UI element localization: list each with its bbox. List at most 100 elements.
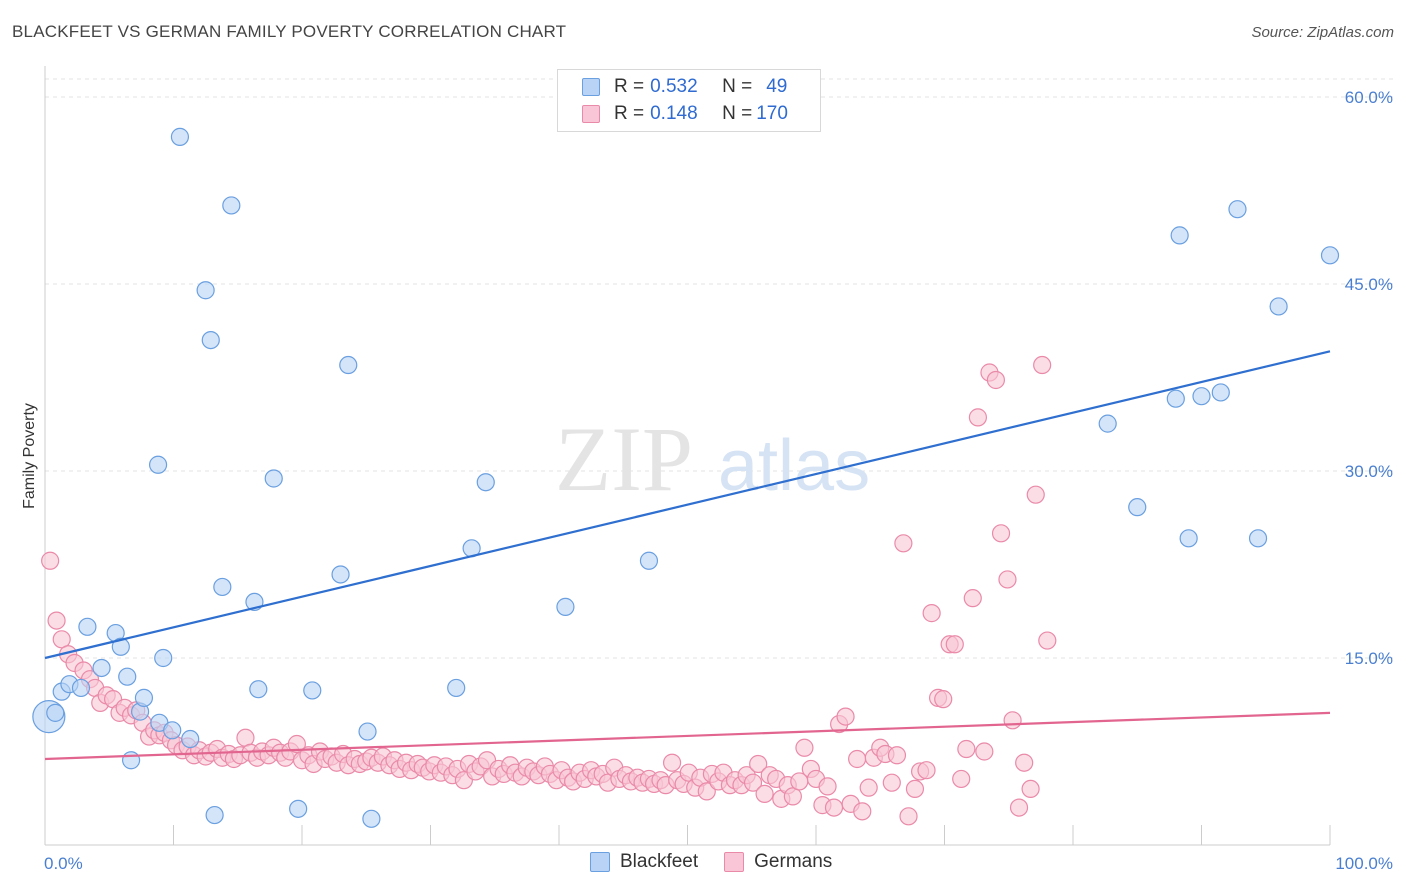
trend-lines bbox=[44, 350, 1331, 761]
germans-point-149 bbox=[905, 779, 925, 799]
germans-point-163 bbox=[986, 370, 1006, 390]
blackfeet-trend-line bbox=[44, 350, 1331, 660]
legend-row-germans: R = 0.148 N = 170 bbox=[582, 102, 788, 126]
blackfeet-point-18 bbox=[181, 729, 200, 749]
germans-point-157 bbox=[952, 769, 971, 789]
germans-point-113 bbox=[697, 782, 716, 801]
blackfeet-point-4 bbox=[71, 678, 91, 698]
blackfeet-point-25 bbox=[249, 680, 268, 699]
germans-point-168 bbox=[1015, 753, 1034, 772]
legend-swatch-blackfeet bbox=[582, 78, 600, 96]
blackfeet-point-26 bbox=[264, 469, 283, 488]
blackfeet-point-12 bbox=[134, 688, 154, 707]
y-tick-label-2: 45.0% bbox=[1345, 275, 1393, 294]
watermark: ZIP atlas bbox=[555, 408, 870, 510]
germans-point-156 bbox=[945, 635, 964, 654]
blackfeet-point-33 bbox=[447, 678, 466, 698]
blackfeet-point-37 bbox=[639, 551, 659, 570]
series-swatch-germans bbox=[724, 852, 745, 872]
germans-point-160 bbox=[968, 408, 988, 427]
germans-point-141 bbox=[859, 778, 878, 797]
blackfeet-point-38 bbox=[1098, 414, 1117, 433]
source-label: Source: ZipAtlas.com bbox=[1251, 24, 1394, 41]
blackfeet-point-22 bbox=[213, 577, 232, 597]
germans-point-165 bbox=[998, 570, 1017, 589]
germans-point-128 bbox=[783, 787, 802, 806]
blackfeet-point-1 bbox=[46, 703, 65, 722]
germans-point-166 bbox=[1003, 711, 1022, 730]
blackfeet-point-43 bbox=[1192, 387, 1211, 406]
germans-point-107 bbox=[662, 753, 682, 772]
blackfeet-point-15 bbox=[154, 648, 173, 668]
legend-r-label: R = bbox=[614, 76, 645, 97]
legend-n-value: 170 bbox=[756, 103, 788, 124]
series-legend-germans: Germans bbox=[724, 851, 832, 873]
blackfeet-point-29 bbox=[331, 565, 350, 584]
germans-point-140 bbox=[853, 802, 872, 821]
grid-lines bbox=[45, 78, 1393, 659]
germans-point-151 bbox=[917, 761, 936, 780]
legend-swatch-germans bbox=[582, 105, 600, 123]
germans-point-122 bbox=[749, 754, 768, 774]
germans-point-171 bbox=[1033, 355, 1052, 375]
legend-r-value: 0.148 bbox=[650, 103, 698, 124]
blackfeet-point-27 bbox=[289, 799, 308, 818]
germans-point-139 bbox=[848, 749, 867, 769]
y-axis-label: Family Poverty bbox=[21, 403, 38, 509]
blackfeet-point-31 bbox=[358, 722, 377, 741]
blackfeet-point-32 bbox=[362, 809, 381, 828]
germans-point-158 bbox=[957, 739, 976, 759]
germans-point-159 bbox=[963, 589, 982, 608]
legend-r-value: 0.532 bbox=[650, 76, 698, 97]
germans-point-42 bbox=[287, 734, 306, 754]
x-tick-label-0: 0.0% bbox=[44, 854, 83, 873]
blackfeet-points bbox=[32, 127, 1340, 828]
blackfeet-point-42 bbox=[1179, 529, 1198, 548]
legend-row-blackfeet: R = 0.532 N = 49 bbox=[582, 75, 787, 99]
watermark-zip: ZIP bbox=[555, 408, 693, 510]
legend-r-label: R = bbox=[614, 103, 645, 124]
blackfeet-point-14 bbox=[148, 455, 168, 474]
tick-labels: 15.0% 30.0% 45.0% 60.0% 0.0% 100.0% bbox=[44, 88, 1393, 873]
chart-title: BLACKFEET VS GERMAN FAMILY POVERTY CORRE… bbox=[12, 22, 567, 41]
germans-point-145 bbox=[882, 773, 901, 792]
blackfeet-point-45 bbox=[1228, 200, 1247, 219]
germans-point-137 bbox=[836, 707, 855, 726]
x-tick-label-1: 100.0% bbox=[1335, 854, 1393, 873]
germans-point-164 bbox=[991, 524, 1011, 543]
series-swatch-blackfeet bbox=[590, 852, 610, 872]
germans-trend-line bbox=[44, 711, 1331, 761]
germans-point-148 bbox=[899, 807, 918, 826]
blackfeet-point-21 bbox=[205, 805, 224, 825]
blackfeet-point-44 bbox=[1211, 383, 1230, 402]
blackfeet-point-40 bbox=[1166, 389, 1185, 408]
blackfeet-point-28 bbox=[303, 681, 322, 700]
germans-point-2 bbox=[52, 630, 71, 649]
blackfeet-point-17 bbox=[170, 127, 190, 146]
germans-point-169 bbox=[1021, 779, 1040, 799]
correlation-legend: R = 0.532 N = 49 R = 0.148 N = 170 bbox=[557, 69, 821, 132]
germans-point-121 bbox=[743, 773, 763, 792]
y-tick-label-1: 30.0% bbox=[1345, 462, 1393, 481]
blackfeet-point-19 bbox=[196, 281, 215, 300]
blackfeet-point-6 bbox=[92, 658, 111, 678]
blackfeet-point-41 bbox=[1170, 226, 1189, 245]
germans-point-0 bbox=[41, 551, 60, 570]
germans-point-147 bbox=[894, 534, 913, 553]
blackfeet-point-30 bbox=[339, 355, 358, 375]
blackfeet-point-8 bbox=[111, 637, 130, 656]
legend-n-value: 49 bbox=[766, 76, 788, 97]
germans-point-135 bbox=[824, 798, 844, 817]
blackfeet-point-47 bbox=[1269, 297, 1288, 316]
germans-point-161 bbox=[975, 742, 994, 761]
series-label-germans: Germans bbox=[754, 851, 833, 872]
y-tick-label-0: 15.0% bbox=[1345, 649, 1393, 668]
germans-points bbox=[41, 355, 1057, 826]
blackfeet-point-36 bbox=[556, 597, 575, 616]
series-legend-blackfeet: Blackfeet bbox=[590, 851, 698, 873]
germans-point-170 bbox=[1026, 485, 1045, 504]
germans-point-152 bbox=[922, 604, 941, 623]
germans-point-172 bbox=[1038, 631, 1057, 650]
blackfeet-point-48 bbox=[1320, 246, 1340, 265]
